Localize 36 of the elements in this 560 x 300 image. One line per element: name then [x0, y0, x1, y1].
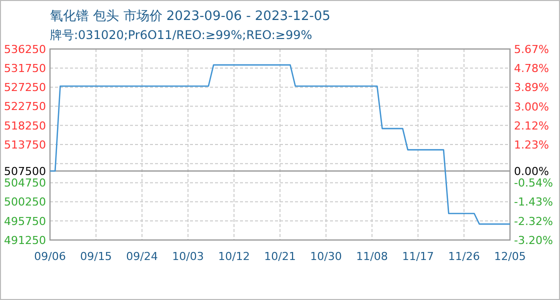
y2-tick-label: 2.12% [514, 119, 549, 132]
line-series [49, 64, 511, 225]
y2-tick-label: -1.43% [514, 196, 553, 209]
x-tick-label: 10/03 [172, 250, 204, 263]
x-tick-label: 10/12 [218, 250, 250, 263]
x-tick-label: 10/30 [310, 250, 342, 263]
y-tick-label: 513750 [4, 138, 46, 152]
x-tick-label: 11/26 [448, 250, 480, 263]
y-tick-label: 536250 [4, 42, 46, 56]
y2-tick-label: 3.00% [514, 100, 549, 114]
y2-tick-label: -0.54% [514, 176, 553, 190]
x-tick-label: 12/05 [494, 250, 526, 263]
y-tick-label: 518250 [4, 119, 46, 132]
y2-tick-label: 1.23% [514, 138, 549, 152]
y-tick-label: 507500 [4, 164, 46, 178]
y-tick-label: 500250 [4, 196, 46, 209]
x-tick-label: 11/17 [402, 250, 434, 263]
y2-tick-label: 3.89% [514, 81, 549, 94]
y2-tick-label: 5.67% [514, 42, 549, 56]
x-tick-label: 10/21 [264, 250, 296, 263]
y2-tick-label: -3.20% [514, 234, 553, 247]
y2-tick-label: 4.78% [514, 62, 549, 76]
y-tick-label: 531750 [4, 62, 46, 75]
x-tick-label: 09/24 [126, 250, 158, 263]
y2-tick-label: 0.00% [514, 164, 549, 178]
x-tick-label: 09/15 [80, 250, 112, 263]
chart-subtitle: 牌号:031020;Pr6O11/REO:≥99%;REO:≥99% [50, 28, 312, 42]
y-tick-label: 495750 [4, 214, 46, 228]
y-tick-label: 527250 [4, 81, 46, 94]
y-tick-label: 522750 [4, 100, 46, 114]
y-tick-label: 504750 [4, 176, 46, 190]
y-tick-label: 491250 [4, 234, 46, 247]
chart-title: 氧化镨 包头 市场价 2023-09-06 - 2023-12-05 [50, 9, 330, 24]
y2-tick-label: -2.32% [514, 214, 553, 228]
x-tick-label: 09/06 [34, 250, 66, 263]
x-tick-label: 11/08 [356, 250, 388, 263]
